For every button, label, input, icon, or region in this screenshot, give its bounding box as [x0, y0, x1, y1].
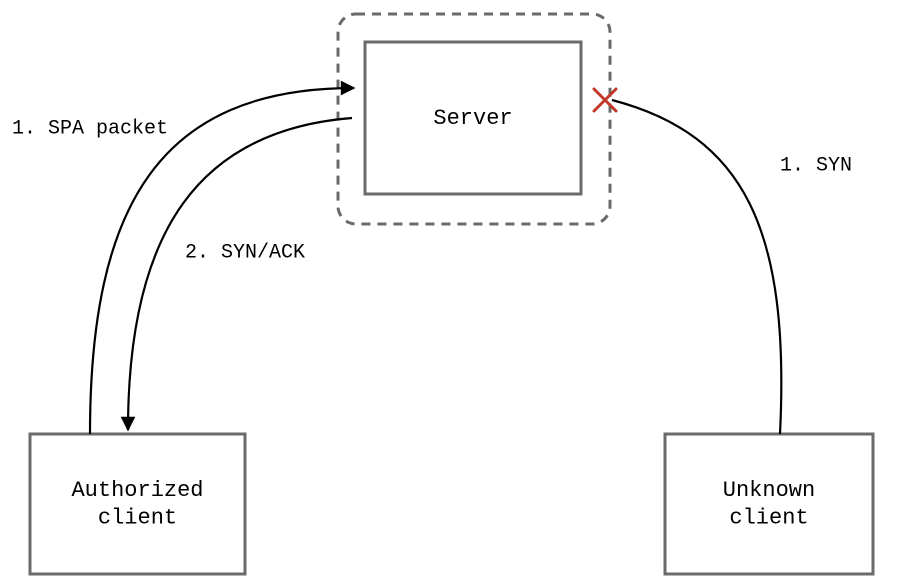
server-node: Server	[365, 42, 581, 194]
unknown-client-node: Unknown client	[665, 434, 873, 574]
edge-synack	[128, 118, 352, 430]
unknown-box	[665, 434, 873, 574]
authorized-client-node: Authorized client	[30, 434, 245, 574]
edge-synack-label: 2. SYN/ACK	[185, 241, 305, 264]
authorized-label-2: client	[98, 506, 177, 531]
authorized-label-1: Authorized	[71, 478, 203, 503]
authorized-box	[30, 434, 245, 574]
unknown-label-1: Unknown	[723, 478, 815, 503]
edge-syn	[612, 100, 781, 434]
edge-syn-label: 1. SYN	[780, 154, 852, 177]
edge-spa-label: 1. SPA packet	[12, 117, 168, 140]
server-label: Server	[433, 106, 512, 131]
unknown-label-2: client	[729, 506, 808, 531]
